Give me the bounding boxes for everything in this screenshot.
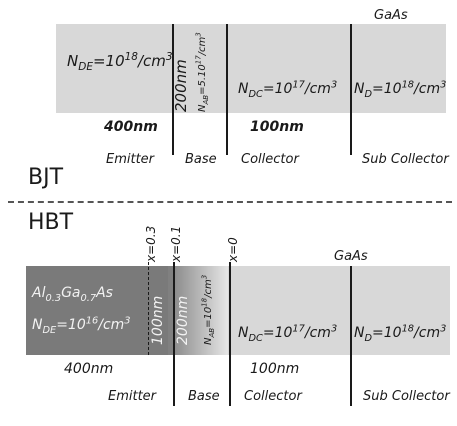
hbt-collector-subcollector-divider (350, 266, 352, 406)
hbt-grade-thickness: 100nm (150, 295, 166, 345)
hbt-region-base: Base (188, 389, 220, 404)
hbt-subcollector-doping: ND=1018/cm3 (354, 323, 447, 344)
hbt-collector-doping: NDC=1017/cm3 (238, 323, 338, 344)
bjt-material-label: GaAs (374, 8, 408, 23)
hbt-region-subcollector: Sub Collector (363, 389, 450, 404)
bjt-region-subcollector: Sub Collector (362, 152, 449, 167)
hbt-base-doping: NAB=1018/cm3 (200, 274, 216, 345)
hbt-emitter-doping: NDE=1016/cm3 (32, 315, 131, 336)
hbt-emitter-thickness: 400nm (64, 361, 114, 377)
bjt-title: BJT (28, 165, 64, 190)
hbt-graded-region (168, 266, 174, 355)
bjt-region-emitter: Emitter (106, 152, 155, 167)
bjt-subcollector-doping: ND=1018/cm3 (354, 79, 447, 100)
hbt-title: HBT (28, 210, 74, 235)
section-separator (8, 201, 452, 203)
bjt-base-collector-divider (226, 24, 228, 155)
bjt-region-collector: Collector (241, 152, 299, 167)
bjt-region-base: Base (185, 152, 217, 167)
hbt-x-marker-0-1: x=0.1 (169, 225, 183, 262)
bjt-gaas-block (56, 24, 446, 113)
hbt-base-collector-divider (229, 262, 231, 406)
hbt-gaas-block (228, 266, 450, 355)
bjt-base-doping: NAB=5.1017/cm3 (194, 32, 210, 112)
bjt-collector-thickness: 100nm (250, 119, 304, 135)
hbt-algaas-emitter-block (26, 266, 168, 355)
bjt-emitter-base-divider (172, 24, 174, 155)
hbt-region-emitter: Emitter (108, 389, 157, 404)
bjt-emitter-doping: NDE=1018/cm3 (67, 51, 173, 73)
hbt-material-label: GaAs (334, 249, 368, 264)
bjt-collector-subcollector-divider (350, 24, 352, 155)
hbt-base-graded-block (174, 266, 228, 355)
hbt-x-marker-0: x=0 (226, 237, 240, 262)
hbt-x03-dashed-divider (148, 262, 149, 355)
hbt-emitter-composition: Al0.3Ga0.7As (32, 285, 113, 304)
bjt-emitter-thickness: 400nm (104, 119, 158, 135)
hbt-base-thickness: 200nm (175, 295, 191, 345)
hbt-x-marker-0-3: x=0.3 (144, 225, 158, 262)
bjt-collector-doping: NDC=1017/cm3 (238, 79, 338, 100)
bjt-base-thickness: 200nm (172, 59, 190, 112)
hbt-region-collector: Collector (244, 389, 302, 404)
hbt-emitter-base-divider (173, 262, 175, 406)
hbt-collector-thickness: 100nm (250, 361, 300, 377)
